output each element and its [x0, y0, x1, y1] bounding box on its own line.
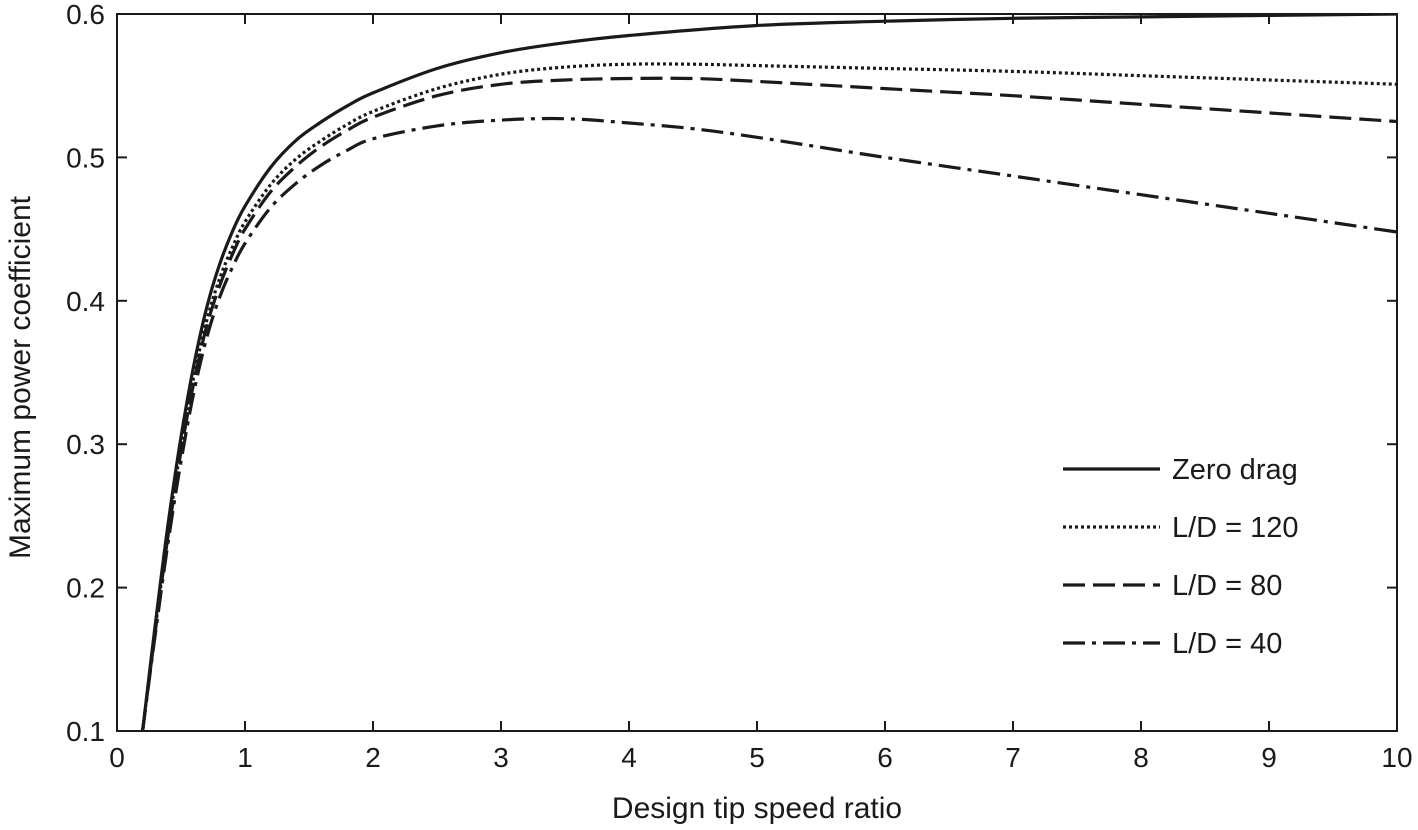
legend-label-3: L/D = 80	[1172, 570, 1282, 602]
x-tick-label: 0	[109, 742, 125, 773]
legend: Zero drag L/D = 120 L/D = 80 L/D = 40	[1063, 454, 1299, 660]
plot-frame	[116, 13, 1398, 732]
tick-group	[116, 13, 1398, 732]
tick-label-group: 0 1 2 3 4 5 6 7 8 9 10 0.1 0.2 0.3 0.4 0.5 0.6	[66, 0, 1413, 773]
x-tick-label: 10	[1381, 742, 1412, 773]
x-tick-label: 3	[493, 742, 509, 773]
y-tick-label: 0.6	[66, 0, 105, 30]
series-group	[141, 14, 1397, 731]
x-tick-label: 9	[1261, 742, 1277, 773]
legend-label-4: L/D = 40	[1172, 628, 1282, 660]
y-tick-label: 0.4	[66, 286, 105, 317]
series-line-4	[141, 116, 1397, 731]
y-tick-label: 0.3	[66, 429, 105, 460]
series-line-1	[141, 14, 1397, 731]
y-tick-label: 0.1	[66, 716, 105, 747]
x-tick-label: 8	[1133, 742, 1149, 773]
x-tick-label: 2	[365, 742, 381, 773]
legend-label-2: L/D = 120	[1172, 512, 1299, 544]
y-tick-label: 0.5	[66, 142, 105, 173]
x-axis-title: Design tip speed ratio	[612, 792, 902, 825]
x-tick-label: 5	[749, 742, 765, 773]
y-axis-title: Maximum power coefficient	[4, 195, 37, 559]
x-tick-label: 7	[1005, 742, 1021, 773]
x-tick-label: 4	[621, 742, 637, 773]
legend-label-1: Zero drag	[1172, 454, 1298, 486]
series-line-3	[141, 76, 1397, 731]
x-tick-label: 1	[237, 742, 253, 773]
x-tick-label: 6	[877, 742, 893, 773]
y-tick-label: 0.2	[66, 573, 105, 604]
